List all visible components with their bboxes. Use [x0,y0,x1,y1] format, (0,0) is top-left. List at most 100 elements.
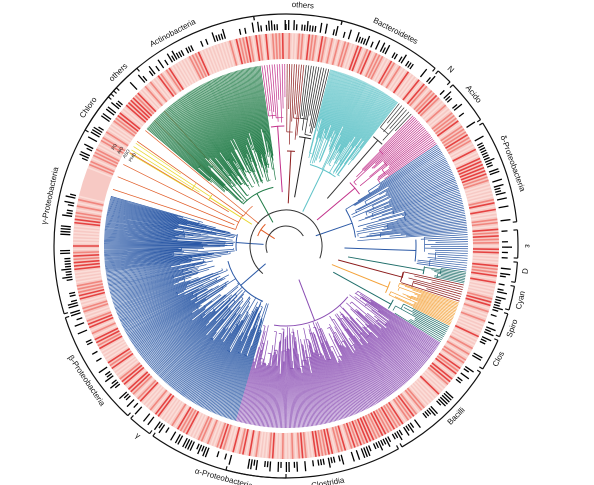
leaf-branch [342,307,410,381]
marker-bar [65,270,72,273]
leaf-branch [257,364,268,426]
leaf-branch [388,171,453,201]
leaf-branch [354,296,433,355]
heat-cell [468,198,495,206]
leaf-branch [377,310,436,351]
leaf-branch [412,306,451,326]
marker-bar [374,40,381,50]
leaf-branch [388,294,451,325]
heat-cell [402,79,420,101]
leaf-branch [119,290,185,321]
marker-bar [85,339,92,343]
leaf-branch [256,66,272,158]
marker-bar [409,63,414,70]
marker-bar [492,308,499,312]
leaf-branch [234,330,262,421]
marker-bar [110,102,120,110]
heat-cell [465,185,491,195]
leaf-branch [209,308,258,412]
heat-cell [458,316,484,329]
heat-cell [380,406,396,430]
leaf-branch [237,70,263,159]
leaf-branch [150,294,233,369]
leaf-branch [236,70,266,173]
marker-bar [360,37,364,44]
sub-clade-arc [354,309,357,312]
marker-bar [403,426,410,436]
marker-bar [428,407,436,416]
leaf-branch [312,332,342,420]
marker-bar [489,170,500,176]
leaf-branch [312,321,348,418]
heat-cell [370,55,384,80]
leaf-branch [153,121,228,191]
leaf-branch [401,282,460,302]
marker-bar [215,35,219,42]
heat-cell [278,33,281,60]
heat-cell [92,324,118,338]
marker-bar [398,429,403,436]
marker-bar [100,115,110,123]
leaf-branch [197,315,248,406]
leaf-branch [440,275,465,281]
heat-cell [125,369,147,388]
leaf-branch [431,269,466,276]
leaf-branch [324,73,344,129]
leaf-branch [354,153,444,206]
leaf-branch [303,339,321,425]
leaf-branch [106,216,177,229]
leaf-branch [332,85,374,161]
heat-cell [359,50,372,75]
marker-bar [86,341,93,346]
heat-cell [77,198,104,206]
heat-cell [222,424,232,450]
heat-cell [119,362,141,380]
leaf-branch [309,67,322,127]
leaf-branch [368,334,411,380]
leaf-branch [328,79,361,151]
leaf-branch [146,313,206,364]
leaf-branch [104,253,215,266]
marker-bar [70,312,81,317]
leaf-branch [302,345,317,426]
marker-bar [492,178,503,183]
leaf-branch [157,116,226,186]
leaf-branch [142,319,193,360]
leaf-branch [185,93,243,180]
heat-cell [94,151,119,165]
heat-cell [397,75,415,97]
leaf-branch [118,288,187,318]
leaf-branch [329,80,363,153]
marker-bar [178,51,183,58]
heat-cell [452,148,477,162]
heat-cell [154,393,173,415]
heat-cell [317,36,324,62]
marker-bar [445,95,451,101]
leaf-branch [107,207,237,236]
leaf-branch [137,312,193,352]
heat-cell [362,416,375,441]
leaf-branch [363,119,418,171]
leaf-branch [243,349,262,424]
heat-cell [383,405,398,429]
leaf-branch [104,232,236,243]
leaf-branch [109,268,198,293]
leaf-branch [119,294,178,322]
heat-cell [125,104,147,123]
marker-bar [217,34,221,41]
marker-bar [499,275,506,278]
clade-bracket-tick [65,315,70,319]
marker-bar [347,29,352,40]
heat-cell [380,62,396,86]
leaf-branch [192,89,249,183]
marker-bar [64,200,75,204]
clade-bracket-tick [435,70,439,75]
heat-cell [385,403,401,427]
heat-cell [337,425,347,451]
heat-cell [294,432,297,459]
leaf-branch [104,238,203,244]
leaf-branch [104,233,226,243]
heat-cell [168,401,185,425]
marker-bar [426,409,432,415]
heat-cell [123,107,145,126]
